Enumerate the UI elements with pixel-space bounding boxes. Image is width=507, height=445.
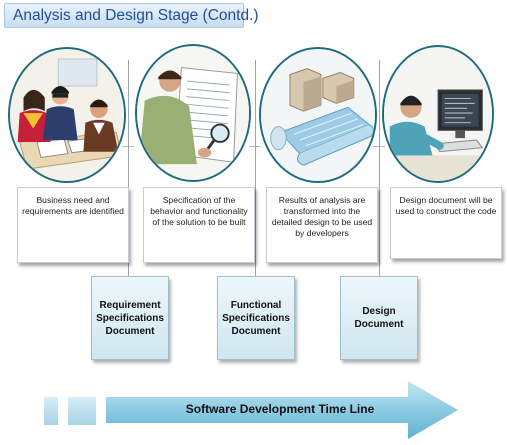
developer-computer-icon bbox=[382, 45, 494, 183]
magnifier-document-icon bbox=[135, 44, 251, 182]
document-label: Requirement Specifications Document bbox=[96, 299, 164, 337]
document-box: Functional Specifications Document bbox=[217, 276, 295, 360]
title-banner: Analysis and Design Stage (Contd.) bbox=[4, 3, 259, 28]
document-label: Functional Specifications Document bbox=[222, 299, 290, 337]
document-box: Design Document bbox=[340, 276, 418, 360]
document-label: Design Document bbox=[354, 306, 404, 330]
stage-description: Results of analysis are transformed into… bbox=[266, 187, 378, 263]
stage-description: Design document will be used to construc… bbox=[390, 187, 502, 259]
stage-divider-line bbox=[255, 60, 256, 345]
page-title: Analysis and Design Stage (Contd.) bbox=[13, 7, 259, 24]
stage-divider-line bbox=[379, 60, 380, 345]
document-box: Requirement Specifications Document bbox=[91, 276, 169, 360]
timeline-block bbox=[44, 397, 58, 425]
timeline-arrow bbox=[106, 381, 458, 439]
team-meeting-icon bbox=[8, 47, 126, 183]
timeline-label: Software Development Time Line bbox=[185, 402, 375, 416]
stage-description: Specification of the behavior and functi… bbox=[143, 187, 255, 263]
blueprint-model-icon bbox=[259, 47, 377, 183]
stage-description: Business need and requirements are ident… bbox=[17, 187, 129, 263]
timeline-block bbox=[68, 397, 96, 425]
